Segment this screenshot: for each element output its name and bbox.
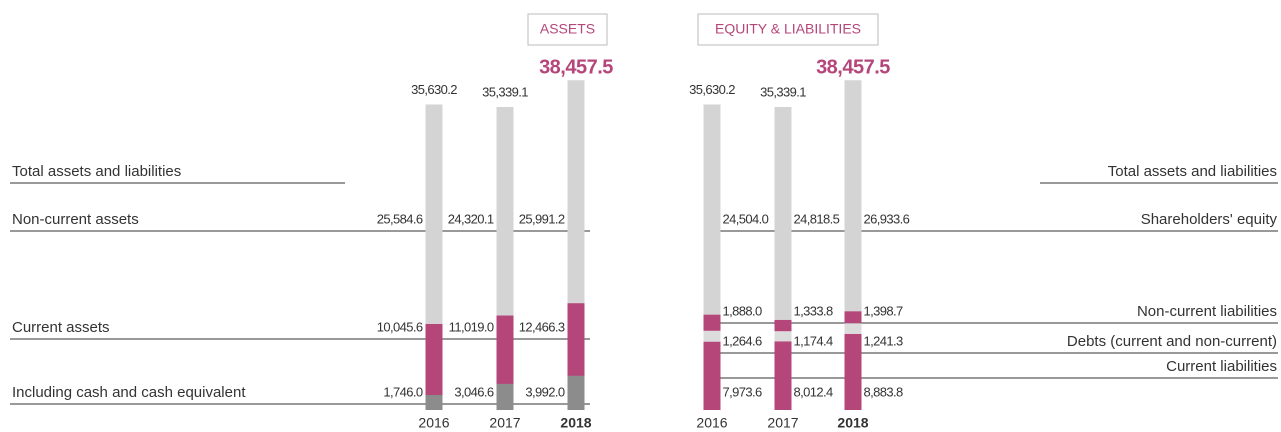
row-label: Debts (current and non-current) [1067, 333, 1277, 350]
bar-segment [774, 106, 792, 320]
total-label: 38,457.5 [816, 57, 890, 79]
bar-segment [703, 314, 721, 331]
x-tick-label: 2018 [560, 415, 591, 431]
total-label: 35,630.2 [411, 82, 457, 97]
bar-segment [844, 80, 862, 312]
bar-segment [703, 330, 721, 342]
value-label: 25,584.6 [377, 211, 423, 226]
row-label: Total assets and liabilities [1108, 163, 1277, 180]
x-tick-label: 2017 [767, 415, 798, 431]
row-label: Current assets [12, 319, 110, 336]
value-label: 1,398.7 [864, 303, 904, 318]
total-label: 35,339.1 [760, 84, 806, 99]
value-label: 1,333.8 [794, 303, 834, 318]
value-label: 1,264.6 [723, 333, 763, 348]
bar-segment [425, 104, 443, 324]
bar-segment [567, 80, 585, 304]
bar-segment [774, 341, 792, 410]
bar-overlay [567, 375, 585, 410]
total-label: 35,339.1 [482, 84, 528, 99]
bar-overlay [425, 395, 443, 410]
value-label: 7,973.6 [723, 384, 763, 399]
bar-segment [844, 323, 862, 334]
bar-overlay [496, 383, 514, 410]
total-label: 38,457.5 [539, 57, 613, 79]
value-label: 12,466.3 [519, 319, 565, 334]
row-label: Total assets and liabilities [12, 163, 181, 180]
row-label: Non-current liabilities [1137, 303, 1277, 320]
bar-segment [703, 104, 721, 315]
value-label: 1,888.0 [723, 303, 763, 318]
value-label: 1,746.0 [383, 384, 423, 399]
chart-title: EQUITY & LIABILITIES [715, 21, 861, 37]
title-box [697, 13, 879, 46]
title-box [527, 13, 608, 46]
value-label: 10,045.6 [377, 319, 423, 334]
x-tick-label: 2016 [418, 415, 449, 431]
row-label: Current liabilities [1166, 358, 1277, 375]
value-label: 24,320.1 [448, 211, 494, 226]
row-label: Shareholders' equity [1141, 211, 1278, 228]
bar-segment [844, 311, 862, 324]
bar-segment [774, 331, 792, 342]
chart-title: ASSETS [540, 21, 595, 37]
value-label: 1,241.3 [864, 333, 904, 348]
value-label: 11,019.0 [449, 319, 494, 334]
value-label: 8,883.8 [864, 384, 904, 399]
value-label: 1,174.4 [794, 333, 834, 348]
value-label: 3,992.0 [525, 384, 565, 399]
bar-segment [774, 319, 792, 332]
bar-segment [844, 333, 862, 410]
bar-segment [425, 323, 443, 410]
row-label: Including cash and cash equivalent [12, 384, 246, 401]
row-label: Non-current assets [12, 211, 139, 228]
x-tick-label: 2017 [489, 415, 520, 431]
value-label: 26,933.6 [864, 211, 910, 226]
value-label: 24,504.0 [723, 211, 769, 226]
value-label: 25,991.2 [519, 211, 565, 226]
bar-segment [496, 106, 514, 316]
value-label: 8,012.4 [794, 384, 834, 399]
x-tick-label: 2016 [696, 415, 727, 431]
value-label: 3,046.6 [454, 384, 494, 399]
total-label: 35,630.2 [689, 82, 735, 97]
x-tick-label: 2018 [837, 415, 868, 431]
value-label: 24,818.5 [794, 211, 840, 226]
bar-segment [703, 341, 721, 410]
